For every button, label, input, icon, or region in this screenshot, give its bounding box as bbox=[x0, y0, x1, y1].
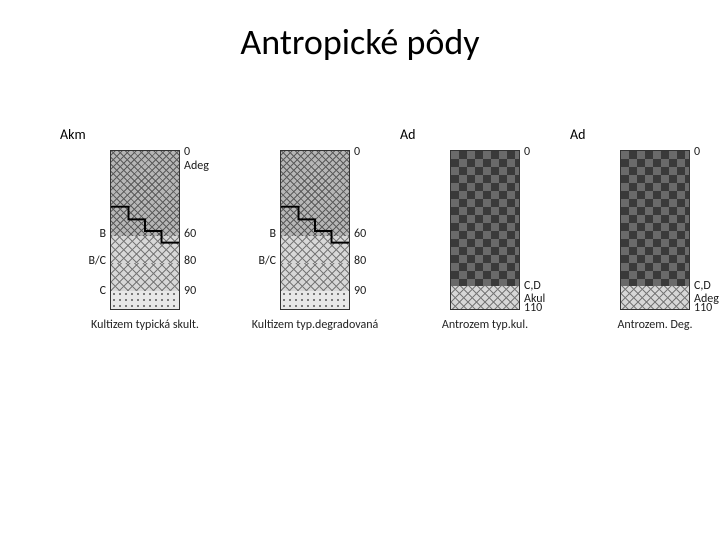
soil-horizon bbox=[111, 263, 179, 292]
depth-label: Adeg bbox=[184, 160, 209, 173]
soil-column bbox=[110, 150, 180, 310]
soil-profile: Ad0C,D Akul110Antrozem typ.kul. bbox=[410, 150, 560, 332]
horizon-left-label: B/C bbox=[258, 255, 276, 268]
right-depth-labels: 0608090 bbox=[350, 150, 390, 310]
profile-column-wrap: 0C,D Adeg110 bbox=[580, 150, 720, 310]
page-title: Antropické pôdy bbox=[0, 20, 720, 64]
soil-horizon bbox=[281, 236, 349, 264]
depth-label: 110 bbox=[524, 302, 542, 315]
profile-caption: Kultizem typická skult. bbox=[75, 318, 215, 332]
right-depth-labels: 0C,D Adeg110 bbox=[690, 150, 720, 310]
left-horizon-labels bbox=[580, 150, 620, 310]
soil-column bbox=[450, 150, 520, 310]
depth-label: 80 bbox=[354, 255, 366, 268]
profile-column-wrap: BB/CC0Adeg608090 bbox=[70, 150, 220, 310]
profile-top-code: Ad bbox=[570, 126, 585, 143]
depth-label: 110 bbox=[694, 302, 712, 315]
soil-horizon bbox=[281, 291, 349, 310]
soil-profile: BB/C0608090Kultizem typ.degradovaná bbox=[240, 150, 390, 332]
soil-horizon bbox=[621, 151, 689, 287]
depth-label: 0 bbox=[694, 146, 700, 159]
depth-label: 90 bbox=[354, 285, 366, 298]
soil-horizon bbox=[451, 151, 519, 287]
profile-column-wrap: BB/C0608090 bbox=[240, 150, 390, 310]
profile-caption: Antrozem typ.kul. bbox=[415, 318, 555, 332]
profile-column-wrap: 0C,D Akul110 bbox=[410, 150, 560, 310]
left-horizon-labels: B B/C bbox=[240, 150, 280, 310]
soil-horizon bbox=[281, 263, 349, 292]
profile-top-code: Akm bbox=[60, 126, 86, 143]
soil-profile: AkmBB/CC0Adeg608090Kultizem typická skul… bbox=[70, 150, 220, 332]
profile-caption: Antrozem. Deg. bbox=[585, 318, 720, 332]
soil-profile: Ad0C,D Adeg110Antrozem. Deg. bbox=[580, 150, 720, 332]
depth-label: 0 bbox=[524, 146, 530, 159]
soil-horizon bbox=[621, 286, 689, 310]
profile-top-code: Ad bbox=[400, 126, 415, 143]
soil-horizon bbox=[281, 151, 349, 237]
left-horizon-labels bbox=[410, 150, 450, 310]
right-depth-labels: 0Adeg608090 bbox=[180, 150, 220, 310]
horizon-left-label: B bbox=[99, 228, 106, 241]
left-horizon-labels: B B/C C bbox=[70, 150, 110, 310]
depth-label: 60 bbox=[184, 228, 196, 241]
soil-column bbox=[280, 150, 350, 310]
horizon-left-label: C bbox=[100, 285, 106, 298]
depth-label: 60 bbox=[354, 228, 366, 241]
soil-horizon bbox=[111, 291, 179, 310]
profile-caption: Kultizem typ.degradovaná bbox=[245, 318, 385, 332]
soil-column bbox=[620, 150, 690, 310]
soil-horizon bbox=[451, 286, 519, 310]
horizon-left-label: B/C bbox=[88, 255, 106, 268]
depth-label: 0 bbox=[354, 146, 360, 159]
horizon-left-label: B bbox=[269, 228, 276, 241]
soil-horizon bbox=[111, 151, 179, 237]
depth-label: 80 bbox=[184, 255, 196, 268]
soil-horizon bbox=[111, 236, 179, 264]
soil-profiles-row: AkmBB/CC0Adeg608090Kultizem typická skul… bbox=[70, 150, 720, 332]
depth-label: 90 bbox=[184, 285, 196, 298]
depth-label: 0 bbox=[184, 146, 190, 159]
right-depth-labels: 0C,D Akul110 bbox=[520, 150, 560, 310]
